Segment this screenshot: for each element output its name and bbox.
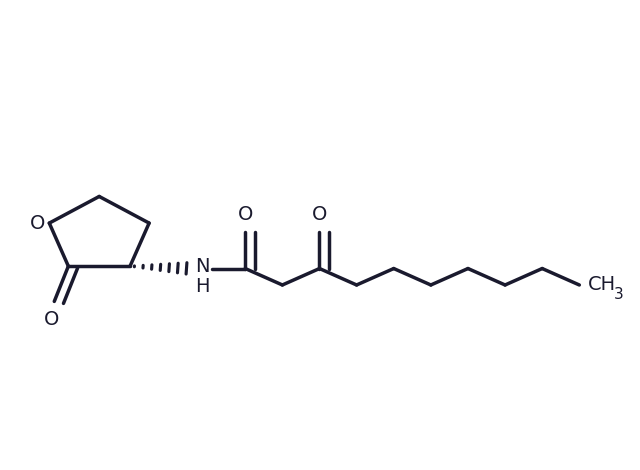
Text: CH: CH (588, 275, 616, 295)
Text: O: O (44, 310, 59, 329)
Text: O: O (30, 213, 45, 233)
Text: O: O (237, 204, 253, 224)
Text: 3: 3 (614, 287, 624, 302)
Text: N: N (195, 257, 210, 276)
Text: O: O (312, 204, 327, 224)
Text: H: H (195, 277, 210, 296)
